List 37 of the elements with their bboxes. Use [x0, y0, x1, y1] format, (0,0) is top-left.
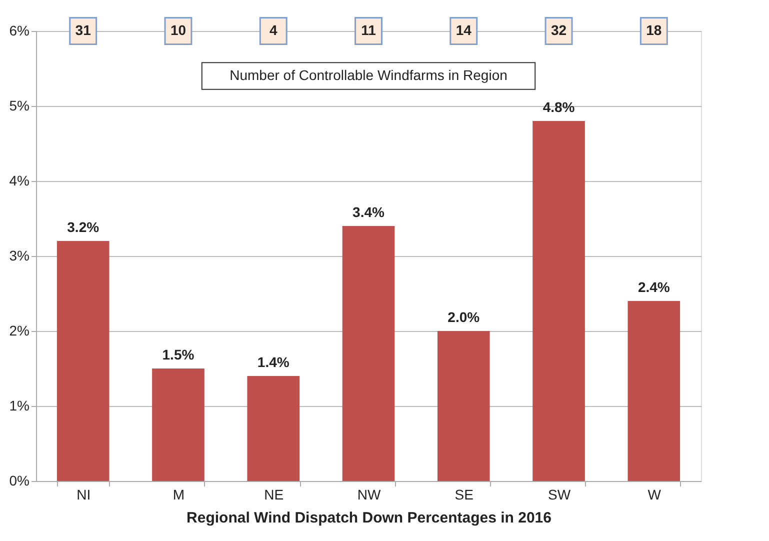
x-tick-label: SW: [548, 486, 572, 502]
y-tick-label: 4%: [9, 172, 30, 188]
annotation: 18: [646, 22, 662, 38]
y-tick-label: 3%: [9, 248, 30, 264]
bar: [437, 331, 490, 481]
data-label: 3.2%: [67, 219, 100, 235]
data-label: 2.0%: [448, 309, 480, 325]
annotation: 14: [456, 22, 472, 38]
x-tick-label: M: [172, 486, 185, 502]
annotation: 4: [269, 22, 278, 38]
bar: [532, 121, 585, 481]
y-tick-label: 0%: [9, 472, 30, 488]
y-tick-label: 1%: [9, 398, 30, 414]
x-tick-label: W: [648, 486, 662, 502]
data-label: 1.5%: [162, 346, 195, 362]
x-tick-label: NW: [357, 486, 382, 502]
bar: [56, 241, 110, 481]
x-tick-label: SE: [454, 486, 474, 502]
x-tick-label: NE: [264, 486, 284, 502]
y-tick-label: 5%: [9, 98, 30, 114]
bar: [247, 376, 300, 481]
data-label: 4.8%: [542, 99, 576, 115]
data-label: 2.4%: [638, 279, 670, 295]
bar: [628, 301, 680, 481]
x-tick-label: NI: [76, 486, 91, 502]
data-label: 1.4%: [257, 354, 290, 370]
annotation: 10: [170, 22, 186, 38]
y-tick-label: 6%: [9, 22, 30, 38]
annotation: Number of Controllable Windfarms in Region: [230, 67, 508, 83]
y-tick-label: 2%: [9, 322, 30, 338]
bar: [342, 226, 395, 481]
annotation: 11: [361, 22, 376, 38]
bar: [152, 368, 204, 481]
data-label: 3.4%: [352, 204, 385, 220]
x-axis-title: Regional Wind Dispatch Down Percentages in 2016: [186, 510, 552, 526]
annotation: 31: [75, 22, 92, 38]
annotation: 32: [550, 22, 567, 38]
